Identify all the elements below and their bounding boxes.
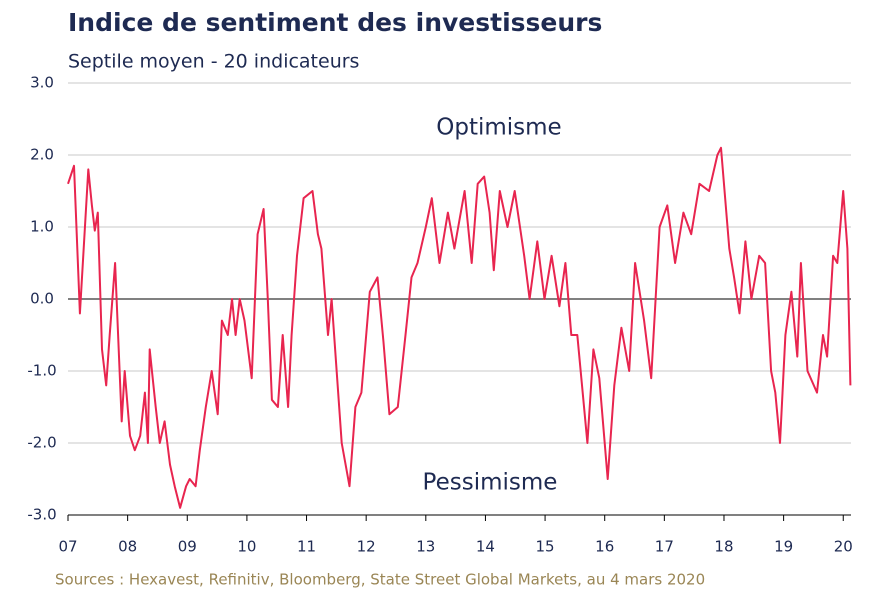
x-tick-label: 10 (237, 538, 256, 556)
y-tick-label: -2.0 (27, 434, 56, 452)
source-note: Sources : Hexavest, Refinitiv, Bloomberg… (55, 571, 705, 589)
x-tick-label: 20 (834, 538, 853, 556)
series-line (67, 146, 852, 509)
x-tick-label: 16 (595, 538, 614, 556)
x-tick-label: 15 (536, 538, 555, 556)
annotation: Pessimisme (423, 470, 558, 496)
x-tick-label: 12 (357, 538, 376, 556)
x-tick-label: 08 (118, 538, 137, 556)
y-tick-label: 3.0 (30, 74, 54, 92)
x-tick-label: 19 (774, 538, 793, 556)
y-tick-label: -1.0 (27, 362, 56, 380)
x-tick-label: 13 (416, 538, 435, 556)
x-tick-label: 14 (476, 538, 495, 556)
x-tick-label: 11 (297, 538, 316, 556)
x-tick-label: 09 (178, 538, 197, 556)
x-tick-label: 17 (655, 538, 674, 556)
annotation: Optimisme (436, 115, 561, 141)
y-tick-label: 1.0 (30, 218, 54, 236)
x-tick-label: 07 (58, 538, 77, 556)
chart-title: Indice de sentiment des investisseurs (68, 8, 602, 37)
y-tick-label: -3.0 (27, 506, 56, 524)
x-tick-label: 18 (714, 538, 733, 556)
y-tick-label: 0.0 (30, 290, 54, 308)
y-tick-label: 2.0 (30, 146, 54, 164)
chart-subtitle: Septile moyen - 20 indicateurs (68, 51, 359, 73)
